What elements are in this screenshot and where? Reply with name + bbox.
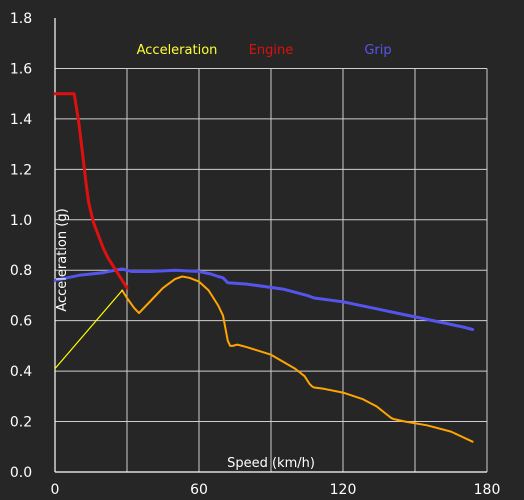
y-tick-label: 1.2 (10, 162, 32, 178)
series-line-acceleration-start (54, 289, 123, 370)
series-line-engine (53, 92, 129, 290)
legend-acceleration: Acceleration (137, 43, 218, 58)
y-tick-label: 0.0 (10, 465, 32, 481)
x-tick-label: 60 (190, 482, 208, 498)
tick-labels: 0.0 0.2 0.4 0.6 0.8 1.0 1.2 1.4 1.6 1.8 0 60 120 180 (10, 11, 501, 498)
y-tick-label: 1.4 (10, 112, 32, 128)
x-axis-label: Speed (km/h) (227, 456, 315, 471)
series-layer (53, 92, 475, 443)
y-axis-label: Acceleration (g) (55, 208, 70, 311)
x-tick-label: 180 (474, 482, 501, 498)
y-tick-label: 0.2 (10, 415, 32, 431)
y-tick-label: 1.6 (10, 61, 32, 77)
legend-grip: Grip (364, 43, 391, 58)
y-tick-label: 1.0 (10, 213, 32, 229)
legend-engine: Engine (249, 43, 294, 58)
series-line-grip (53, 267, 475, 331)
series-line-acceleration (121, 275, 474, 443)
y-tick-label: 0.8 (10, 263, 32, 279)
x-tick-label: 120 (330, 482, 357, 498)
x-tick-label: 0 (51, 482, 60, 498)
grid (54, 18, 488, 473)
y-tick-label: 1.8 (10, 11, 32, 27)
y-tick-label: 0.6 (10, 314, 32, 330)
y-tick-label: 0.4 (10, 364, 32, 380)
